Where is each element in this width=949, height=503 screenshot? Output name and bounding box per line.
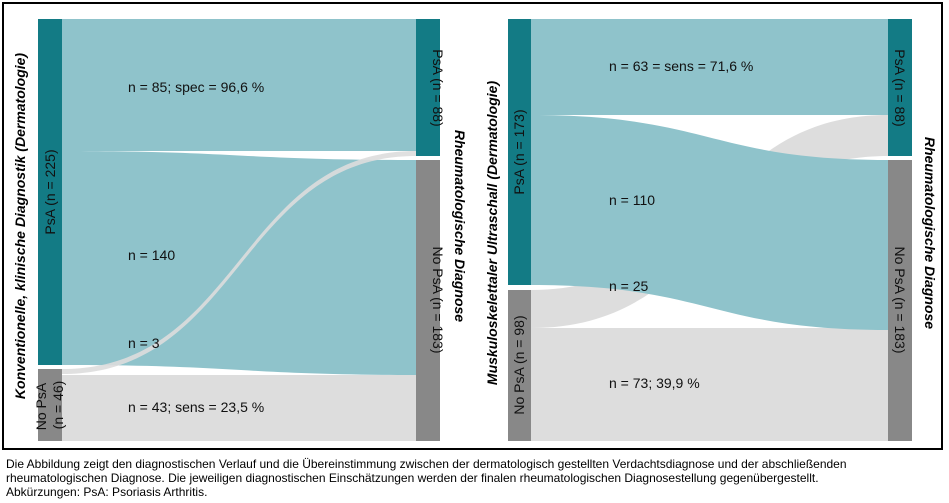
right-flow-label-psa-psa: n = 63 = sens = 71,6 %: [609, 58, 753, 74]
right-target-node-nopsa: [888, 160, 912, 441]
right-axis-title-target: Rheumatologische Diagnose: [922, 137, 938, 329]
right-target-node-psa: [888, 19, 912, 156]
right-target-label-psa: PsA (n = 88): [892, 49, 908, 126]
left-target-label-psa: PsA (n = 88): [430, 49, 446, 126]
sankey-diagram: PsA (n = 225) No PsA (n = 46) PsA (n = 8…: [12, 19, 938, 441]
right-source-label-psa: PsA (n = 173): [511, 109, 527, 194]
left-axis-title-source: Konventionelle, klinische Diagnostik (De…: [12, 53, 28, 400]
left-source-label-nopsa-line1: No PsA: [33, 382, 49, 430]
right-flow-psa-to-psa: [531, 19, 888, 115]
right-source-node-nopsa: [508, 290, 531, 441]
right-source-label-nopsa: No PsA (n = 98): [511, 315, 527, 414]
left-flow-label-nopsa-psa: n = 3: [128, 335, 160, 351]
right-panel: PsA (n = 173) No PsA (n = 98) PsA (n = 8…: [484, 19, 938, 441]
caption-line-1: Die Abbildung zeigt den diagnostischen V…: [6, 457, 847, 471]
left-target-node-psa: [416, 19, 440, 156]
right-source-node-psa: [508, 19, 531, 285]
left-target-label-nopsa: No PsA (n = 183): [430, 246, 446, 353]
caption-line-2: rheumatologischen Diagnose. Die jeweilig…: [6, 471, 819, 485]
left-axis-title-target: Rheumatologische Diagnose: [452, 130, 468, 322]
caption-line-3: Abkürzungen: PsA: Psoriasis Arthritis.: [6, 485, 208, 499]
right-flow-nopsa-to-nopsa: [531, 328, 888, 441]
left-flow-nopsa-to-nopsa: [62, 375, 416, 441]
right-target-label-nopsa: No PsA (n = 183): [892, 246, 908, 353]
left-source-label-nopsa-line2: (n = 46): [50, 381, 66, 430]
left-source-label-psa: PsA (n = 225): [42, 149, 58, 234]
right-flow-label-nopsa-nopsa: n = 73; 39,9 %: [609, 375, 700, 391]
right-flow-psa-to-nopsa: [531, 115, 888, 330]
left-source-label-nopsa: No PsA (n = 46): [33, 380, 66, 431]
left-flow-label-psa-psa: n = 85; spec = 96,6 %: [128, 79, 264, 95]
left-flow-nopsa-to-psa: [62, 151, 416, 374]
figure-caption: Die Abbildung zeigt den diagnostischen V…: [6, 457, 944, 499]
right-flow-label-psa-nopsa: n = 110: [609, 192, 655, 208]
left-target-node-nopsa: [416, 160, 440, 441]
right-axis-title-source: Muskuloskelettaler Ultraschall (Dermatol…: [484, 81, 500, 386]
left-flow-psa-to-psa: [62, 19, 416, 151]
left-panel: PsA (n = 225) No PsA (n = 46) PsA (n = 8…: [12, 19, 468, 441]
left-flow-label-psa-nopsa: n = 140: [128, 247, 175, 263]
right-flow-label-nopsa-psa: n = 25: [609, 278, 649, 294]
left-flow-label-nopsa-nopsa: n = 43; sens = 23,5 %: [128, 399, 264, 415]
left-source-node-psa: [38, 19, 62, 365]
left-source-node-nopsa: [38, 369, 62, 441]
